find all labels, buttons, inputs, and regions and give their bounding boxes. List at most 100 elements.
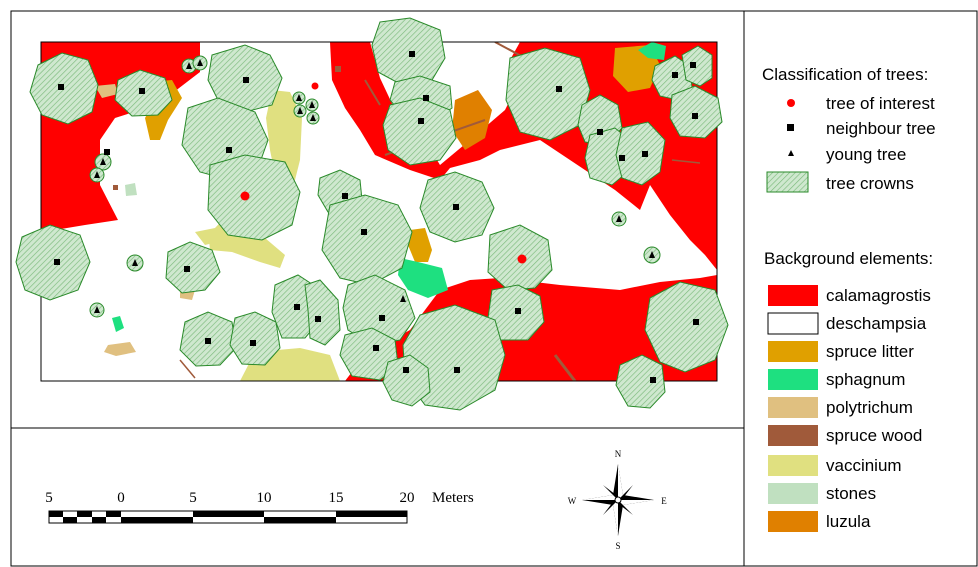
young-tree [297,107,303,114]
scale-label: 5 [45,490,53,506]
neighbour-tree [104,149,110,155]
polytrichum-area [104,342,136,356]
legend-symbol-tree-crowns [766,171,809,193]
young-tree [616,215,622,222]
legend-label: stones [826,484,876,503]
neighbour-tree [690,62,696,68]
classification-title: Classification of trees: [762,65,928,84]
tree-crown [371,17,446,86]
tree-crown [669,85,723,139]
legend-label: polytrichum [826,398,913,417]
tree-crown [15,224,91,301]
spruce-litter-area [408,228,432,262]
neighbour-tree [250,340,256,346]
neighbour-tree [184,266,190,272]
sphagnum-area [112,316,124,332]
stones-area [125,183,137,196]
neighbour-tree [294,304,300,310]
spruce-wood-stem [113,185,118,190]
legend-label: deschampsia [826,314,927,333]
neighbour-tree [315,316,321,322]
tree-of-interest [517,254,527,264]
neighbour-tree [205,338,211,344]
neighbour-tree [642,151,648,157]
background-title: Background elements: [764,249,933,268]
legend-label: spruce litter [826,342,914,361]
scale-segment [63,517,77,523]
scale-segment [49,511,63,517]
young-tree [132,259,138,266]
legend-swatch-vaccinium [768,455,818,476]
spruce-wood-stem [364,79,381,106]
neighbour-tree [423,95,429,101]
legend-label: neighbour tree [826,119,936,138]
legend-label: luzula [826,512,871,531]
tree-of-interest [311,82,319,90]
background-legend-items: calamagrostis deschampsia spruce litter … [767,285,931,532]
tree-crown [229,311,281,366]
neighbour-tree [226,147,232,153]
polytrichum-area [95,84,118,98]
tree-crown [342,274,416,346]
neighbour-tree [403,367,409,373]
legend-swatch-calamagrostis [768,285,818,306]
spruce-wood-stem [553,354,577,381]
legend-symbol-tree-of-interest [787,99,795,107]
north-arrow: N S E W [568,449,668,551]
tree-crown [207,154,301,241]
scale-label: 20 [400,490,415,506]
young-tree [400,295,406,302]
neighbour-tree [243,77,249,83]
neighbour-tree [556,86,562,92]
neighbour-tree [619,155,625,161]
legend-swatch-spruce-wood [768,425,818,446]
young-tree [310,114,316,121]
vaccinium-area [208,225,285,268]
neighbour-tree [373,345,379,351]
tree-crown [615,354,666,409]
young-tree [296,94,302,101]
compass-center [614,496,622,504]
tree-crown [304,279,341,346]
spruce-wood-stem [335,66,341,72]
sphagnum-area [638,42,666,60]
neighbour-tree [342,193,348,199]
young-tree [94,306,100,313]
legend-symbol-young-tree [788,150,794,156]
legend-swatch-deschampsia [767,312,819,335]
neighbour-tree [515,308,521,314]
scale-segment [193,511,264,517]
tree-of-interest [240,191,250,201]
neighbour-tree [650,377,656,383]
scale-segment [77,511,92,517]
compass-e: E [661,496,667,506]
scale-segment [121,517,193,523]
young-tree [100,158,106,165]
luzula-area [452,90,492,150]
tree-crown [681,45,713,87]
scale-label: 10 [257,490,272,506]
young-tree [94,171,100,178]
legend-swatch-luzula [768,511,818,532]
legend-label: tree of interest [826,94,935,113]
scale-label: 5 [189,490,197,506]
neighbour-tree [692,113,698,119]
legend: Classification of trees: tree of interes… [762,65,936,532]
legend-swatch-sphagnum [768,369,818,390]
spruce-wood-stem [179,359,196,379]
tree-symbols [54,51,699,383]
neighbour-tree [409,51,415,57]
neighbour-tree [139,88,145,94]
young-tree [197,59,203,66]
legend-swatch-polytrichum [768,397,818,418]
neighbour-tree [693,319,699,325]
tree-crown [615,121,666,186]
young-tree [649,251,655,258]
spruce-wood-stem [671,159,701,164]
legend-label: calamagrostis [826,286,931,305]
scale-segment [336,511,407,517]
scale-segment [106,511,121,517]
neighbour-tree [597,129,603,135]
scale-segment [92,517,106,523]
